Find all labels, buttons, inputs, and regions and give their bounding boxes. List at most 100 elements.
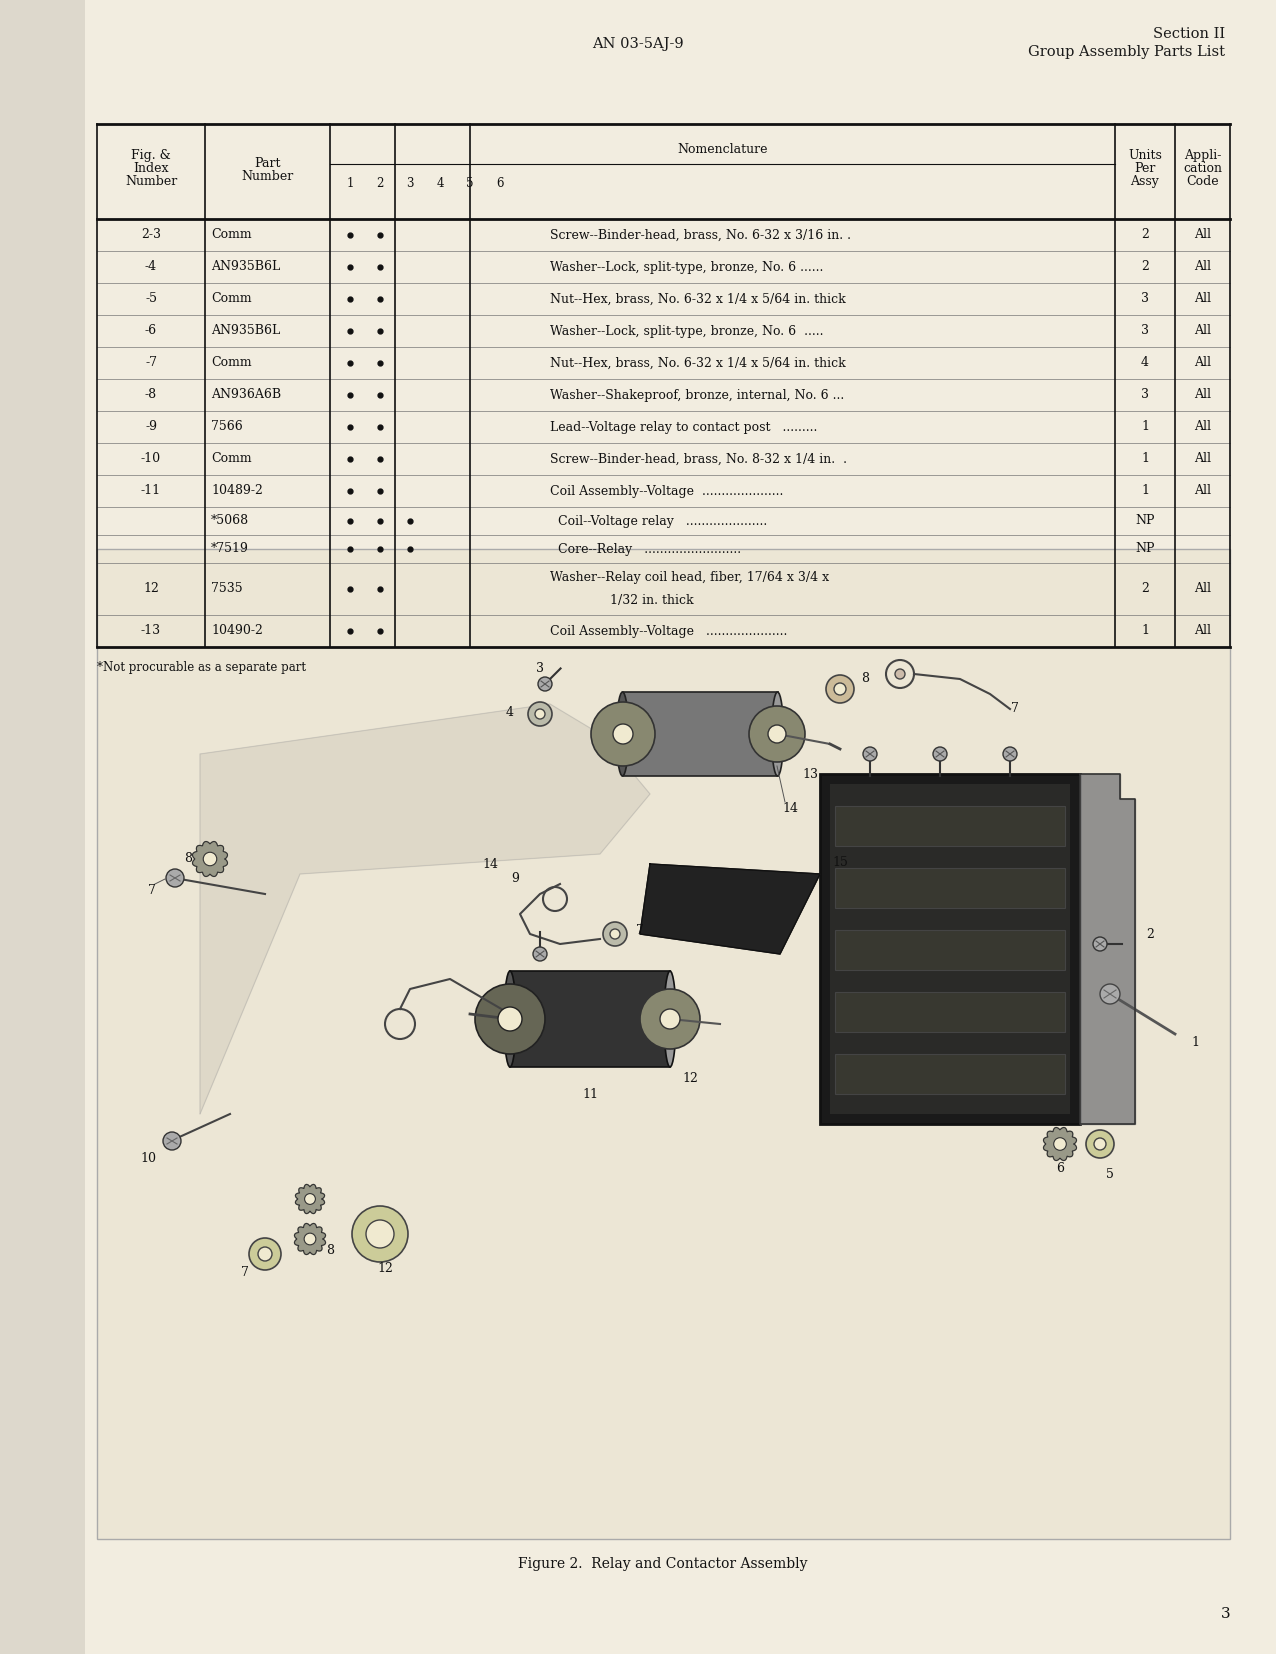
Bar	[510, 971, 670, 1067]
Polygon shape	[1079, 774, 1134, 1125]
Circle shape	[863, 748, 877, 761]
Circle shape	[498, 1007, 522, 1030]
Text: Screw--Binder-head, brass, No. 6-32 x 3/16 in. .: Screw--Binder-head, brass, No. 6-32 x 3/…	[550, 228, 851, 241]
Text: 9: 9	[512, 873, 519, 885]
Text: -11: -11	[140, 485, 161, 498]
Bar	[623, 691, 777, 776]
Text: 1: 1	[1141, 625, 1148, 637]
Text: 12: 12	[378, 1262, 393, 1275]
Text: Washer--Relay coil head, fiber, 17/64 x 3/4 x: Washer--Relay coil head, fiber, 17/64 x …	[550, 571, 829, 584]
Circle shape	[366, 1221, 394, 1249]
Text: Comm: Comm	[211, 453, 251, 465]
Text: 1: 1	[1141, 453, 1148, 465]
Text: Coil Assembly--Voltage  .....................: Coil Assembly--Voltage .................…	[550, 485, 783, 498]
Text: 10: 10	[140, 1153, 156, 1166]
Text: All: All	[1194, 582, 1211, 595]
Text: Units: Units	[1128, 149, 1162, 162]
Circle shape	[258, 1247, 272, 1260]
Circle shape	[163, 1131, 181, 1150]
Circle shape	[304, 1234, 316, 1245]
Text: 7535: 7535	[211, 582, 242, 595]
Polygon shape	[1044, 1128, 1077, 1161]
Text: 2: 2	[1141, 228, 1148, 241]
Circle shape	[1094, 1138, 1106, 1150]
Text: Part: Part	[254, 157, 281, 170]
Circle shape	[641, 989, 701, 1049]
Circle shape	[826, 675, 854, 703]
Bar	[829, 784, 1071, 1115]
Text: Nut--Hex, brass, No. 6-32 x 1/4 x 5/64 in. thick: Nut--Hex, brass, No. 6-32 x 1/4 x 5/64 i…	[550, 293, 846, 306]
Circle shape	[203, 852, 217, 865]
Text: Per: Per	[1134, 162, 1156, 175]
Text: All: All	[1194, 260, 1211, 273]
Circle shape	[604, 921, 627, 946]
Circle shape	[591, 701, 655, 766]
Text: 6: 6	[1057, 1163, 1064, 1176]
Circle shape	[768, 724, 786, 743]
Text: *5068: *5068	[211, 514, 249, 528]
Text: Group Assembly Parts List: Group Assembly Parts List	[1028, 45, 1225, 60]
Text: 14: 14	[782, 802, 798, 815]
Circle shape	[352, 1206, 408, 1262]
Text: 1: 1	[1141, 420, 1148, 433]
Text: 4: 4	[507, 706, 514, 718]
Text: -13: -13	[140, 625, 161, 637]
Text: -6: -6	[145, 324, 157, 337]
Text: 2: 2	[1146, 928, 1154, 941]
Text: 3: 3	[406, 177, 413, 190]
Circle shape	[249, 1237, 281, 1270]
Text: Code: Code	[1187, 175, 1219, 189]
Circle shape	[1054, 1138, 1067, 1150]
Text: -9: -9	[145, 420, 157, 433]
Text: All: All	[1194, 453, 1211, 465]
Text: Coil Assembly--Voltage   .....................: Coil Assembly--Voltage .................…	[550, 625, 787, 637]
Circle shape	[933, 748, 947, 761]
Bar	[0, 0, 85, 1654]
Text: All: All	[1194, 357, 1211, 369]
Text: 11: 11	[582, 1087, 598, 1100]
Text: 3: 3	[1141, 389, 1148, 402]
Text: 12: 12	[683, 1072, 698, 1085]
Text: Comm: Comm	[211, 357, 251, 369]
Text: NP: NP	[1136, 543, 1155, 556]
Text: 7: 7	[241, 1265, 249, 1279]
Ellipse shape	[772, 691, 783, 776]
Text: All: All	[1194, 293, 1211, 306]
Text: 7: 7	[635, 923, 644, 936]
Text: *7519: *7519	[211, 543, 249, 556]
Text: Comm: Comm	[211, 228, 251, 241]
Text: All: All	[1194, 389, 1211, 402]
Text: Fig. &: Fig. &	[131, 149, 171, 162]
Text: 1: 1	[1191, 1035, 1199, 1049]
Ellipse shape	[664, 971, 676, 1067]
Text: AN936A6B: AN936A6B	[211, 389, 281, 402]
Text: 5: 5	[1106, 1168, 1114, 1181]
Ellipse shape	[504, 971, 516, 1067]
Bar	[835, 930, 1065, 969]
Polygon shape	[296, 1184, 324, 1214]
Text: Nomenclature: Nomenclature	[678, 142, 768, 155]
Text: *Not procurable as a separate part: *Not procurable as a separate part	[97, 660, 306, 673]
Text: -7: -7	[145, 357, 157, 369]
Circle shape	[528, 701, 553, 726]
Text: 8: 8	[325, 1244, 334, 1257]
Text: Appli-: Appli-	[1184, 149, 1221, 162]
Text: NP: NP	[1136, 514, 1155, 528]
Text: 2: 2	[1141, 582, 1148, 595]
Bar	[835, 805, 1065, 845]
Circle shape	[1094, 938, 1108, 951]
Text: 1/32 in. thick: 1/32 in. thick	[610, 594, 694, 607]
Text: -10: -10	[140, 453, 161, 465]
Text: 2: 2	[1141, 260, 1148, 273]
Text: All: All	[1194, 324, 1211, 337]
Text: 7: 7	[148, 885, 156, 898]
Circle shape	[535, 710, 545, 719]
Text: Washer--Lock, split-type, bronze, No. 6  .....: Washer--Lock, split-type, bronze, No. 6 …	[550, 324, 823, 337]
Text: 7566: 7566	[211, 420, 242, 433]
Text: All: All	[1194, 485, 1211, 498]
Text: 4: 4	[1141, 357, 1148, 369]
Text: Comm: Comm	[211, 293, 251, 306]
Text: Number: Number	[125, 175, 177, 189]
Polygon shape	[641, 863, 820, 954]
Text: -8: -8	[145, 389, 157, 402]
